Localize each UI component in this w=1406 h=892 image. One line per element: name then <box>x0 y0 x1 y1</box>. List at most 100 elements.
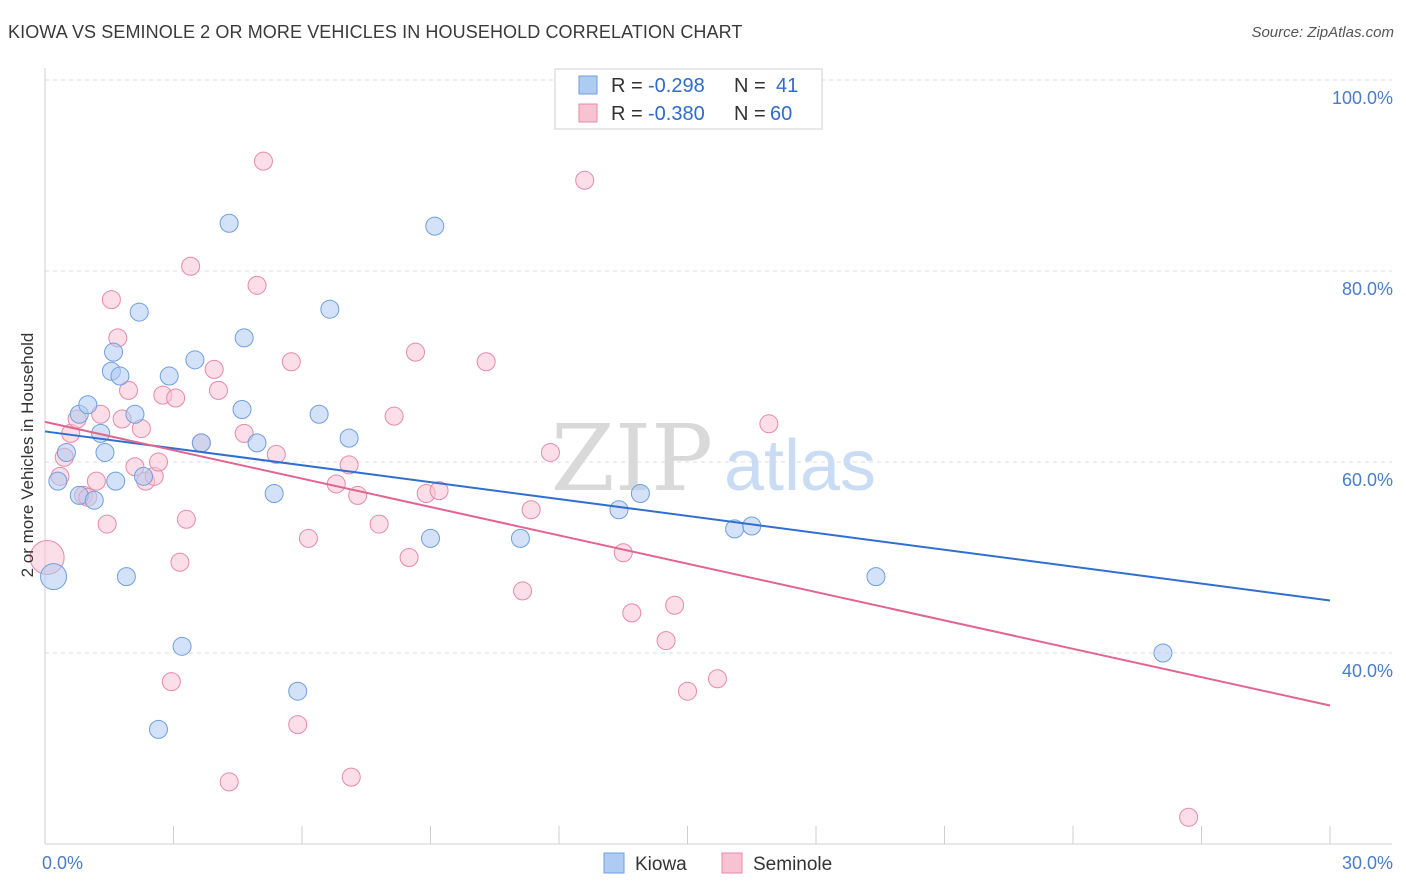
kiowa-point-38 <box>866 567 886 587</box>
kiowa-point-6 <box>84 490 104 510</box>
kiowa-point-23 <box>232 399 252 419</box>
seminole-point-21 <box>166 388 186 408</box>
seminole-point-51 <box>613 543 633 563</box>
seminole-point-38 <box>339 455 359 475</box>
seminole-point-26 <box>204 359 224 379</box>
legend-r-value-seminole: -0.380 <box>648 103 705 125</box>
kiowa-point-30 <box>339 428 359 448</box>
y-tick-label-2: 60.0% <box>1342 470 1393 490</box>
seminole-point-46 <box>476 352 496 372</box>
kiowa-point-13 <box>116 567 136 587</box>
trend-lines <box>44 420 1331 707</box>
kiowa-point-8 <box>95 442 115 462</box>
kiowa-point-34 <box>609 500 629 520</box>
legend-n-value-seminole: 60 <box>770 103 792 125</box>
kiowa-point-15 <box>129 302 149 322</box>
y-tick-label-1: 80.0% <box>1342 279 1393 299</box>
kiowa-point-19 <box>172 636 192 656</box>
kiowa-point-18 <box>159 366 179 386</box>
seminole-point-50 <box>575 170 595 190</box>
kiowa-point-21 <box>191 433 211 453</box>
x-tick-label-0: 0.0% <box>42 853 83 873</box>
seminole-point-23 <box>176 509 196 529</box>
kiowa-point-17 <box>149 719 169 739</box>
seminole-point-33 <box>281 352 301 372</box>
seminole-point-8 <box>91 404 111 424</box>
seminole-point-29 <box>234 423 254 443</box>
seminole-point-40 <box>369 514 389 534</box>
seminole-point-37 <box>341 767 361 787</box>
kiowa-point-27 <box>288 681 308 701</box>
seminole-point-42 <box>399 548 419 567</box>
chart-title: KIOWA VS SEMINOLE 2 OR MORE VEHICLES IN … <box>8 22 743 42</box>
legend-n-label-seminole: N = <box>734 103 766 125</box>
y-axis-label: 2 or more Vehicles in Household <box>18 333 37 578</box>
seminole-point-34 <box>288 715 308 735</box>
seminole-point-9 <box>97 514 117 534</box>
seminole-point-49 <box>540 442 560 462</box>
seminole-point-41 <box>384 406 404 426</box>
kiowa-point-16 <box>134 466 154 486</box>
seminole-point-32 <box>266 444 286 464</box>
y-tick-label-0: 100.0% <box>1332 88 1393 108</box>
bottom-legend-seminole: Seminole <box>753 854 832 875</box>
bottom-legend: Kiowa Seminole <box>603 852 832 875</box>
x-tick-label-1: 30.0% <box>1342 853 1393 873</box>
kiowa-point-26 <box>264 484 284 504</box>
seminole-point-52 <box>622 603 642 623</box>
seminole-point-22 <box>170 552 190 572</box>
seminole-point-7 <box>86 471 106 491</box>
legend-swatch-seminole <box>578 103 598 123</box>
bottom-legend-swatch-kiowa <box>603 852 625 874</box>
legend-swatch-kiowa <box>578 75 598 95</box>
legend-r-label-kiowa: R = <box>611 75 643 97</box>
seminole-point-48 <box>521 500 541 520</box>
watermark: ZIP atlas <box>551 405 876 512</box>
seminole-point-58 <box>1179 807 1199 827</box>
seminole-point-24 <box>181 256 201 276</box>
kiowa-point-32 <box>425 216 445 236</box>
seminole-point-13 <box>119 380 139 400</box>
kiowa-point-2 <box>56 442 76 462</box>
seminole-point-55 <box>678 681 697 701</box>
seminole-point-10 <box>101 290 121 310</box>
seminole-point-47 <box>513 581 533 601</box>
legend-r-value-kiowa: -0.298 <box>648 75 705 97</box>
kiowa-point-24 <box>234 328 254 348</box>
y-tick-labels: 100.0% 80.0% 60.0% 40.0% <box>1332 88 1393 681</box>
seminole-point-20 <box>161 672 181 692</box>
axes <box>44 68 1392 845</box>
legend-r-label-seminole: R = <box>611 103 643 125</box>
seminole-point-56 <box>707 669 727 689</box>
legend-n-value-kiowa: 41 <box>776 75 798 97</box>
seminole-point-43 <box>406 342 426 362</box>
source-label: Source: ZipAtlas.com <box>1251 24 1394 41</box>
seminole-point-31 <box>253 151 273 171</box>
seminole-point-30 <box>247 275 267 295</box>
kiowa-point-35 <box>630 484 650 504</box>
legend-box: R = -0.298 N = 41 R = -0.380 N = 60 <box>554 68 823 130</box>
kiowa-point-28 <box>309 404 329 424</box>
kiowa-point-12 <box>110 366 130 386</box>
legend-frame <box>554 68 823 130</box>
x-tick-labels: 0.0% 30.0% <box>42 853 1393 873</box>
bottom-legend-kiowa: Kiowa <box>635 854 687 875</box>
kiowa-point-33 <box>510 528 530 548</box>
kiowa-point-1 <box>48 471 68 491</box>
kiowa-point-39 <box>1153 643 1173 663</box>
seminole-point-28 <box>219 772 239 792</box>
kiowa-point-11 <box>106 471 126 491</box>
bottom-legend-swatch-seminole <box>721 852 743 874</box>
kiowa-point-5 <box>78 395 98 415</box>
seminole-trend-line <box>44 420 1331 707</box>
seminole-point-18 <box>149 452 169 472</box>
seminole-point-45 <box>429 481 449 501</box>
seminole-point-54 <box>665 595 685 615</box>
watermark-atlas: atlas <box>724 426 876 506</box>
kiowa-point-14 <box>125 404 145 424</box>
kiowa-point-10 <box>104 342 124 362</box>
kiowa-point-31 <box>421 528 440 548</box>
seminole-point-57 <box>759 414 779 434</box>
y-tick-label-3: 40.0% <box>1342 661 1393 681</box>
